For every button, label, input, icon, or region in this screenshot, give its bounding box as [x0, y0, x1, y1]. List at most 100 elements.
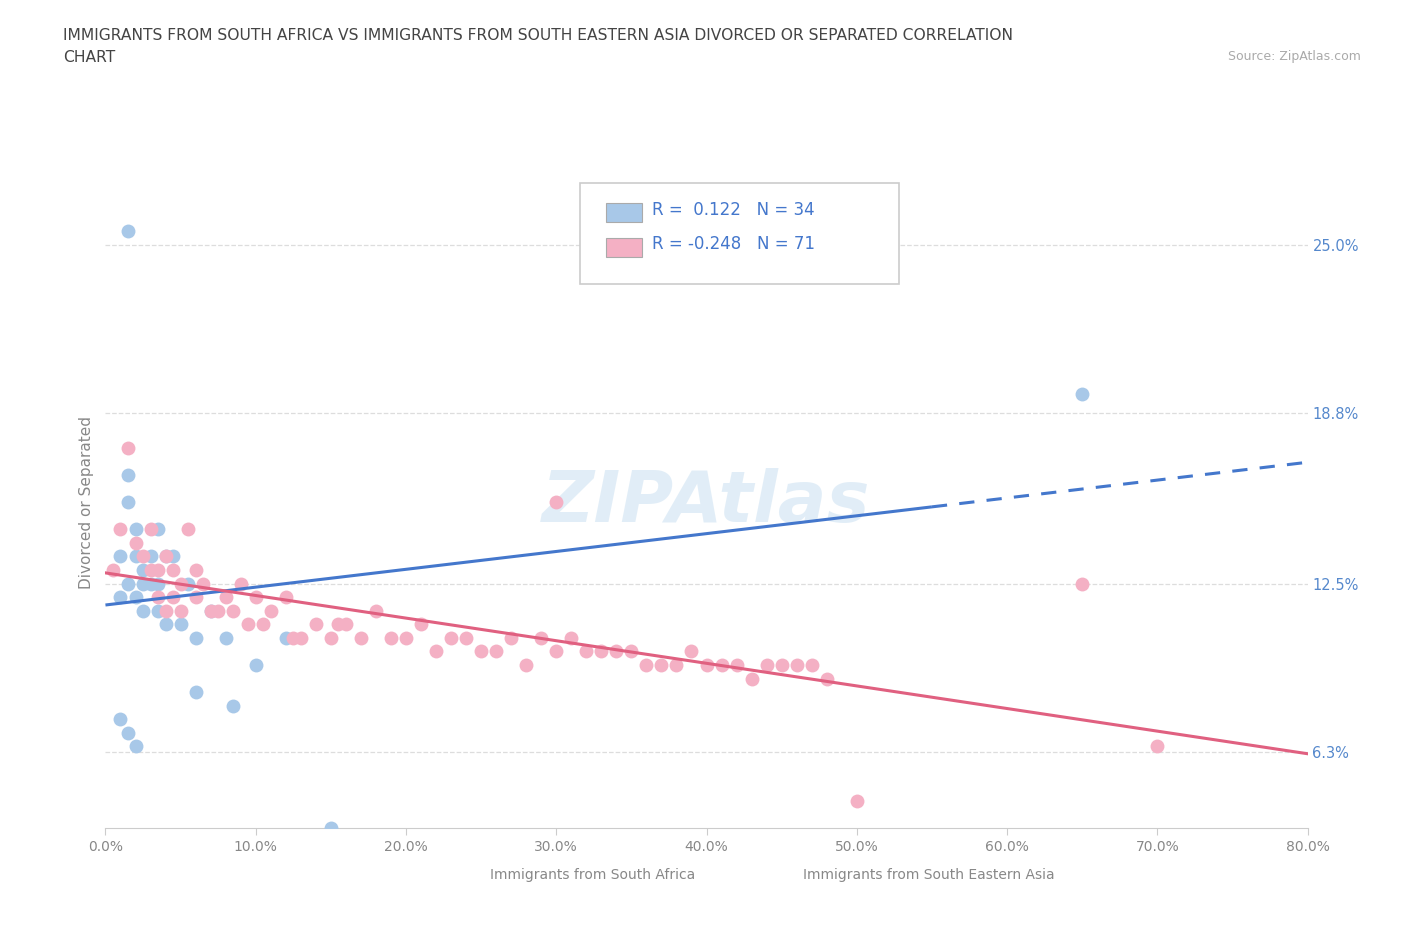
Point — [620, 644, 643, 658]
Point — [1071, 386, 1094, 401]
Point — [800, 658, 823, 672]
Point — [146, 604, 169, 618]
Point — [177, 522, 200, 537]
Point — [146, 590, 169, 604]
Point — [101, 563, 124, 578]
Text: R = -0.248   N = 71: R = -0.248 N = 71 — [652, 235, 815, 253]
Point — [665, 658, 688, 672]
Point — [162, 549, 184, 564]
Point — [252, 617, 274, 631]
FancyBboxPatch shape — [581, 183, 898, 285]
Point — [184, 563, 207, 578]
Point — [319, 820, 342, 835]
Point — [786, 658, 808, 672]
Point — [636, 658, 658, 672]
Point — [409, 617, 432, 631]
Point — [755, 658, 778, 672]
Text: Source: ZipAtlas.com: Source: ZipAtlas.com — [1227, 50, 1361, 63]
Point — [1071, 577, 1094, 591]
Point — [470, 644, 492, 658]
Point — [328, 617, 350, 631]
Point — [110, 711, 132, 726]
Point — [350, 631, 373, 645]
Point — [117, 577, 139, 591]
Point — [117, 495, 139, 510]
Text: ZIPAtlas: ZIPAtlas — [543, 468, 870, 537]
Text: CHART: CHART — [63, 50, 115, 65]
Point — [650, 658, 672, 672]
Point — [169, 604, 191, 618]
Text: Immigrants from South Eastern Asia: Immigrants from South Eastern Asia — [803, 869, 1054, 883]
Point — [110, 549, 132, 564]
Point — [110, 590, 132, 604]
Point — [139, 522, 162, 537]
Point — [696, 658, 718, 672]
Point — [305, 617, 328, 631]
Point — [162, 590, 184, 604]
Point — [681, 644, 703, 658]
Point — [245, 658, 267, 672]
Point — [770, 658, 793, 672]
Point — [741, 671, 763, 686]
Point — [319, 631, 342, 645]
Point — [132, 604, 155, 618]
Point — [132, 549, 155, 564]
Point — [200, 604, 222, 618]
Point — [245, 590, 267, 604]
Point — [146, 522, 169, 537]
Point — [117, 441, 139, 456]
Point — [274, 590, 297, 604]
FancyBboxPatch shape — [606, 238, 641, 258]
Point — [530, 631, 553, 645]
Point — [560, 631, 582, 645]
Y-axis label: Divorced or Separated: Divorced or Separated — [79, 416, 94, 589]
Point — [169, 577, 191, 591]
Point — [290, 631, 312, 645]
Point — [146, 577, 169, 591]
Point — [184, 590, 207, 604]
Point — [200, 604, 222, 618]
Point — [440, 631, 463, 645]
Point — [501, 631, 523, 645]
Point — [283, 631, 305, 645]
Point — [139, 549, 162, 564]
Point — [274, 631, 297, 645]
Point — [546, 644, 568, 658]
Point — [425, 644, 447, 658]
Point — [139, 563, 162, 578]
Point — [456, 631, 478, 645]
Text: R =  0.122   N = 34: R = 0.122 N = 34 — [652, 201, 815, 219]
Point — [124, 522, 146, 537]
Point — [124, 549, 146, 564]
Point — [124, 738, 146, 753]
Text: Immigrants from South Africa: Immigrants from South Africa — [491, 869, 696, 883]
Point — [214, 631, 236, 645]
Point — [335, 617, 357, 631]
Point — [605, 644, 627, 658]
Point — [845, 793, 868, 808]
Point — [815, 671, 838, 686]
Point — [207, 604, 229, 618]
Point — [238, 617, 260, 631]
Point — [546, 495, 568, 510]
Point — [260, 604, 283, 618]
Point — [117, 468, 139, 483]
Text: IMMIGRANTS FROM SOUTH AFRICA VS IMMIGRANTS FROM SOUTH EASTERN ASIA DIVORCED OR S: IMMIGRANTS FROM SOUTH AFRICA VS IMMIGRAN… — [63, 28, 1014, 43]
Point — [155, 617, 177, 631]
Point — [591, 644, 613, 658]
Point — [162, 563, 184, 578]
Point — [229, 577, 252, 591]
Point — [395, 631, 418, 645]
Point — [146, 563, 169, 578]
Point — [214, 590, 236, 604]
Point — [191, 577, 214, 591]
Point — [515, 658, 537, 672]
Point — [222, 698, 245, 713]
Point — [184, 684, 207, 699]
Point — [725, 658, 748, 672]
Point — [575, 644, 598, 658]
Point — [124, 536, 146, 551]
Point — [139, 577, 162, 591]
Point — [710, 658, 733, 672]
Point — [155, 549, 177, 564]
